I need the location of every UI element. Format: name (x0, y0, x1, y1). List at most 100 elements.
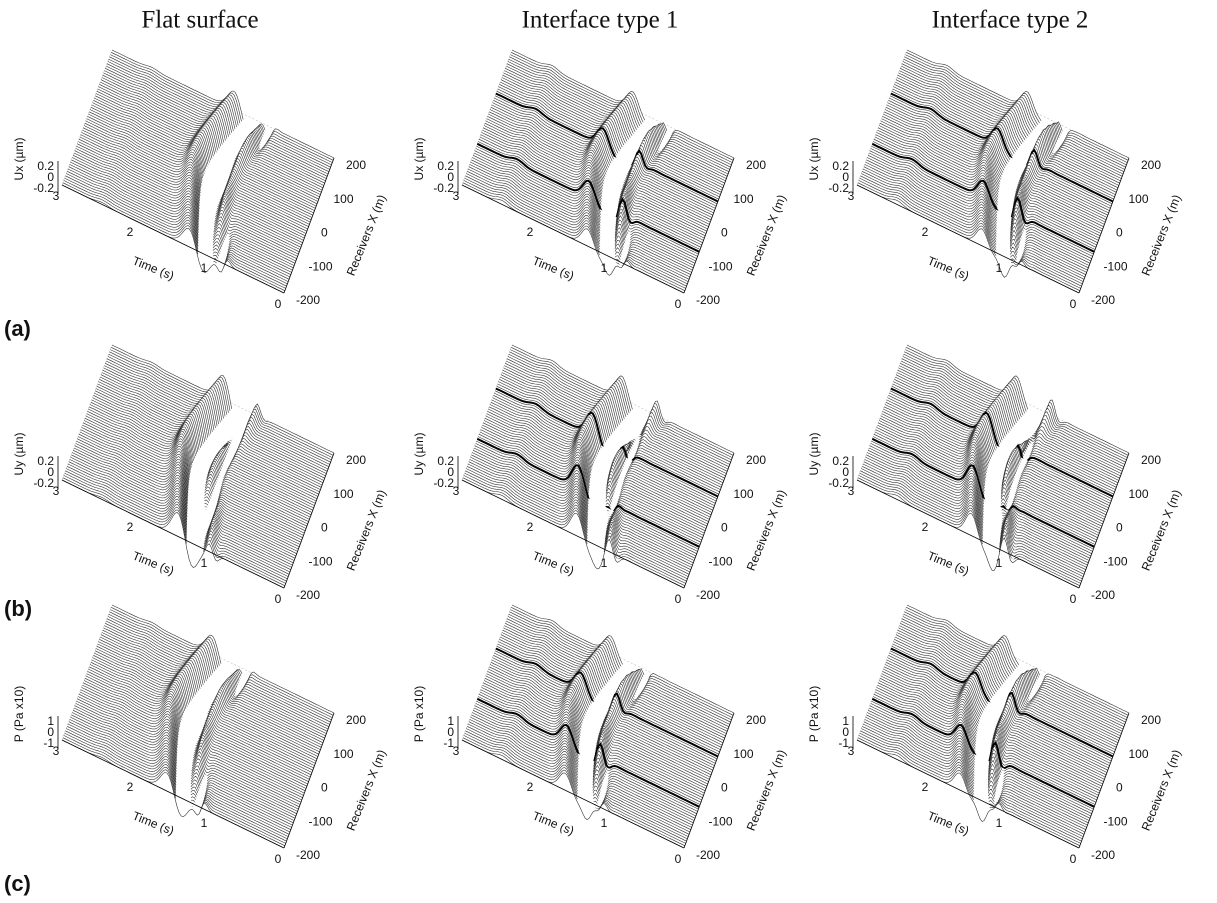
receiver-tick-label: 0 (321, 781, 328, 795)
receiver-tick-label: 200 (746, 713, 766, 727)
time-axis-label: Time (s) (131, 809, 177, 838)
receiver-tick-label: 0 (321, 226, 328, 240)
waterfall-panel: 3210Time (s)2001000-100-200Receivers X (… (412, 605, 789, 866)
receiver-tick-label: -200 (696, 848, 720, 862)
receiver-tick-label: -200 (1091, 588, 1115, 602)
time-axis-label: Time (s) (531, 549, 577, 578)
time-tick-label: 2 (527, 520, 534, 534)
z-tick-label: -0.2 (828, 181, 849, 195)
time-tick-label: 0 (1070, 592, 1077, 606)
z-axis-label: Uy (µm) (412, 433, 426, 476)
z-axis-label: Ux (µm) (412, 138, 426, 181)
z-tick-label: -1 (443, 736, 454, 750)
time-tick-label: 1 (601, 556, 608, 570)
receiver-tick-label: -200 (1091, 293, 1115, 307)
receiver-tick-label: -100 (309, 814, 333, 828)
receiver-tick-label: -100 (1104, 814, 1128, 828)
time-tick-label: 1 (996, 556, 1003, 570)
receiver-tick-label: 100 (734, 747, 754, 761)
time-tick-label: 2 (922, 520, 929, 534)
receiver-tick-label: 100 (734, 192, 754, 206)
receiver-tick-label: 100 (334, 192, 354, 206)
z-axis-label: Uy (µm) (12, 433, 26, 476)
waterfall-panel: 3210Time (s)2001000-100-200Receivers X (… (12, 605, 389, 866)
time-tick-label: 2 (922, 780, 929, 794)
time-tick-label: 2 (527, 780, 534, 794)
receiver-tick-label: -100 (309, 554, 333, 568)
receiver-tick-label: -100 (1104, 554, 1128, 568)
time-tick-label: 1 (601, 816, 608, 830)
receiver-tick-label: 200 (746, 453, 766, 467)
receiver-tick-label: 100 (334, 487, 354, 501)
receiver-tick-label: -100 (1104, 259, 1128, 273)
z-tick-label: -0.2 (828, 476, 849, 490)
receiver-tick-label: 100 (734, 487, 754, 501)
z-tick-label: -1 (838, 736, 849, 750)
row-label: (c) (4, 871, 31, 896)
time-tick-label: 2 (527, 225, 534, 239)
receiver-tick-label: 100 (1129, 487, 1149, 501)
receiver-tick-label: 200 (1141, 453, 1161, 467)
time-axis-label: Time (s) (531, 809, 577, 838)
time-axis-label: Time (s) (926, 254, 972, 283)
receiver-tick-label: 200 (346, 713, 366, 727)
time-tick-label: 1 (996, 261, 1003, 275)
time-axis-label: Time (s) (131, 549, 177, 578)
receiver-tick-label: -100 (709, 554, 733, 568)
time-tick-label: 0 (275, 852, 282, 866)
receiver-tick-label: -200 (696, 588, 720, 602)
receiver-tick-label: 200 (1141, 713, 1161, 727)
time-tick-label: 0 (675, 297, 682, 311)
time-tick-label: 2 (127, 520, 134, 534)
time-tick-label: 1 (201, 556, 208, 570)
receiver-tick-label: -100 (709, 259, 733, 273)
time-axis-label: Time (s) (926, 809, 972, 838)
receiver-tick-label: -100 (709, 814, 733, 828)
figure: Flat surface Interface type 1 Interface ty… (0, 0, 1217, 903)
waterfall-panel: 3210Time (s)2001000-100-200Receivers X (… (807, 50, 1184, 311)
z-axis-label: Uy (µm) (807, 433, 821, 476)
receiver-tick-label: -100 (309, 259, 333, 273)
column-title: Interface type 1 (522, 7, 679, 34)
time-tick-label: 1 (601, 261, 608, 275)
z-tick-label: -1 (43, 736, 54, 750)
time-tick-label: 1 (201, 816, 208, 830)
receiver-tick-label: 100 (334, 747, 354, 761)
waterfall-panel: 3210Time (s)2001000-100-200Receivers X (… (412, 50, 789, 311)
receiver-tick-label: 0 (321, 521, 328, 535)
receiver-tick-label: 200 (746, 158, 766, 172)
receiver-tick-label: 100 (1129, 747, 1149, 761)
column-title: Flat surface (141, 7, 258, 34)
time-axis-label: Time (s) (531, 254, 577, 283)
time-tick-label: 1 (201, 261, 208, 275)
receiver-tick-label: 0 (721, 781, 728, 795)
receiver-tick-label: -200 (1091, 848, 1115, 862)
receiver-tick-label: 0 (721, 226, 728, 240)
receiver-tick-label: -200 (296, 588, 320, 602)
receiver-tick-label: 200 (346, 453, 366, 467)
receiver-tick-label: 200 (346, 158, 366, 172)
z-axis-label: Ux (µm) (807, 138, 821, 181)
time-axis-label: Time (s) (131, 254, 177, 283)
time-tick-label: 0 (1070, 297, 1077, 311)
time-tick-label: 0 (1070, 852, 1077, 866)
waterfall-panel: 3210Time (s)2001000-100-200Receivers X (… (12, 50, 389, 311)
time-tick-label: 0 (675, 852, 682, 866)
time-tick-label: 0 (275, 592, 282, 606)
receiver-tick-label: 0 (1116, 226, 1123, 240)
z-axis-label: P (Pa x10) (412, 686, 426, 742)
time-tick-label: 2 (127, 225, 134, 239)
column-title: Interface type 2 (932, 7, 1089, 34)
waterfall-panel: 3210Time (s)2001000-100-200Receivers X (… (807, 605, 1184, 866)
z-tick-label: -0.2 (33, 181, 54, 195)
waterfall-panel: 3210Time (s)2001000-100-200Receivers X (… (12, 345, 389, 606)
z-tick-label: -0.2 (433, 181, 454, 195)
z-axis-label: P (Pa x10) (807, 686, 821, 742)
receiver-tick-label: -200 (696, 293, 720, 307)
receiver-tick-label: -200 (296, 293, 320, 307)
row-label: (b) (4, 596, 32, 621)
z-tick-label: -0.2 (33, 476, 54, 490)
receiver-tick-label: -200 (296, 848, 320, 862)
